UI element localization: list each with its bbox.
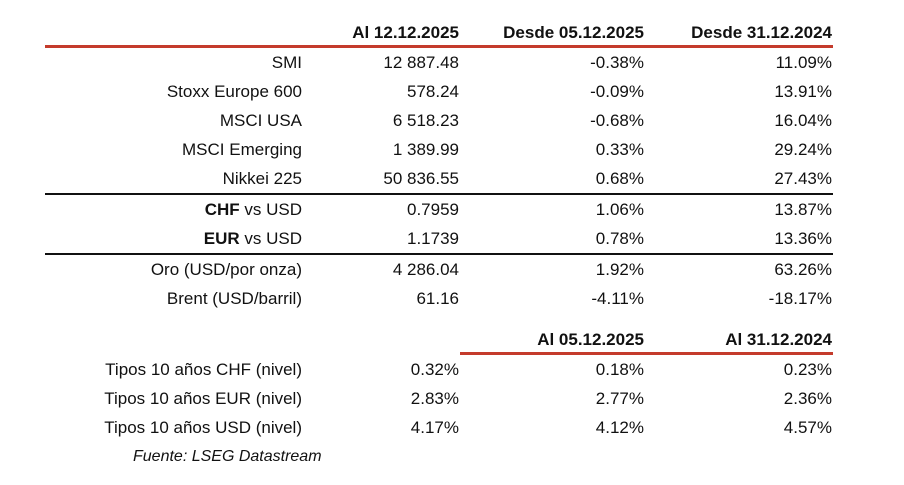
value-cell: 13.36%: [774, 228, 832, 248]
table-row: MSCI USA 6 518.23 -0.68% 16.04%: [45, 106, 833, 135]
row-label: Tipos 10 años CHF (nivel): [105, 359, 302, 379]
table-row: SMI 12 887.48 -0.38% 11.09%: [45, 48, 833, 77]
table-row: Tipos 10 años CHF (nivel) 0.32% 0.18% 0.23%: [45, 355, 833, 384]
table2-body: Tipos 10 años CHF (nivel) 0.32% 0.18% 0.23%…: [45, 355, 833, 442]
value-cell: 0.18%: [595, 359, 644, 379]
markets-table: Al 12.12.2025 Desde 05.12.2025 Desde 31.12…: [45, 20, 833, 466]
row-label-bold: EUR: [203, 228, 240, 248]
column-header: Desde 31.12.2024: [691, 22, 832, 42]
table1-body: SMI 12 887.48 -0.38% 11.09% Stoxx Europe 600…: [45, 48, 833, 313]
value-cell: 29.24%: [774, 139, 832, 159]
row-label: CHF vs USD: [204, 199, 302, 219]
column-header: Al 12.12.2025: [352, 22, 459, 42]
value-cell: 4.57%: [783, 417, 832, 437]
row-label: MSCI USA: [219, 110, 302, 130]
table-group-equity-indices: SMI 12 887.48 -0.38% 11.09% Stoxx Europe 600…: [45, 48, 833, 193]
value-cell: 4 286.04: [392, 259, 459, 279]
value-cell: 4.17%: [410, 417, 459, 437]
table-row: Brent (USD/barril) 61.16 -4.11% -18.17%: [45, 284, 833, 313]
row-label: Oro (USD/por onza): [150, 259, 302, 279]
value-cell: 0.7959: [407, 199, 459, 219]
row-label: Tipos 10 años USD (nivel): [104, 417, 302, 437]
table2-header-row: Al 05.12.2025 Al 31.12.2024: [45, 327, 833, 355]
value-cell: 0.23%: [783, 359, 832, 379]
value-cell: 13.87%: [774, 199, 832, 219]
row-label: Nikkei 225: [222, 168, 302, 188]
value-cell: -4.11%: [591, 288, 644, 308]
value-cell: 1.1739: [407, 228, 459, 248]
value-cell: 50 836.55: [383, 168, 459, 188]
table-row: Oro (USD/por onza) 4 286.04 1.92% 63.26%: [45, 255, 833, 284]
table-row: EUR vs USD 1.1739 0.78% 13.36%: [45, 224, 833, 253]
table-row: Stoxx Europe 600 578.24 -0.09% 13.91%: [45, 77, 833, 106]
value-cell: 578.24: [407, 81, 459, 101]
column-header: Al 05.12.2025: [460, 327, 645, 355]
row-label: MSCI Emerging: [182, 139, 302, 159]
column-header: Desde 05.12.2025: [503, 22, 644, 42]
value-cell: -18.17%: [768, 288, 832, 308]
value-cell: -0.38%: [590, 52, 644, 72]
value-cell: 63.26%: [774, 259, 832, 279]
value-cell: 1 389.99: [392, 139, 459, 159]
value-cell: 0.68%: [595, 168, 644, 188]
value-cell: 0.32%: [410, 359, 459, 379]
source-note: Fuente: LSEG Datastream: [133, 448, 322, 465]
value-cell: 0.33%: [595, 139, 644, 159]
row-label: Brent (USD/barril): [166, 288, 302, 308]
row-label-bold: CHF: [204, 199, 240, 219]
row-label: EUR vs USD: [203, 228, 302, 248]
value-cell: 27.43%: [774, 168, 832, 188]
table-row: CHF vs USD 0.7959 1.06% 13.87%: [45, 195, 833, 224]
row-label: Stoxx Europe 600: [166, 81, 302, 101]
value-cell: 2.36%: [783, 388, 832, 408]
row-label: SMI: [271, 52, 302, 72]
value-cell: 2.83%: [410, 388, 459, 408]
value-cell: 1.92%: [595, 259, 644, 279]
value-cell: -0.09%: [590, 81, 644, 101]
value-cell: 2.77%: [595, 388, 644, 408]
table-row: Nikkei 225 50 836.55 0.68% 27.43%: [45, 164, 833, 193]
table-group-currencies: CHF vs USD 0.7959 1.06% 13.87% EUR vs USD 1.1…: [45, 193, 833, 253]
value-cell: -0.68%: [590, 110, 644, 130]
value-cell: 4.12%: [595, 417, 644, 437]
value-cell: 6 518.23: [392, 110, 459, 130]
market-overview-document: Al 12.12.2025 Desde 05.12.2025 Desde 31.12…: [0, 20, 904, 485]
column-header: Al 31.12.2024: [645, 327, 833, 355]
value-cell: 0.78%: [595, 228, 644, 248]
value-cell: 13.91%: [774, 81, 832, 101]
value-cell: 16.04%: [774, 110, 832, 130]
value-cell: 1.06%: [595, 199, 644, 219]
table-row: Tipos 10 años EUR (nivel) 2.83% 2.77% 2.36%: [45, 384, 833, 413]
table1-header-row: Al 12.12.2025 Desde 05.12.2025 Desde 31.12…: [45, 20, 833, 48]
table-group-commodities: Oro (USD/por onza) 4 286.04 1.92% 63.26% Bre…: [45, 253, 833, 313]
value-cell: 61.16: [416, 288, 459, 308]
table-row: Tipos 10 años USD (nivel) 4.17% 4.12% 4.57%: [45, 413, 833, 442]
value-cell: 11.09%: [775, 52, 832, 72]
row-label: Tipos 10 años EUR (nivel): [104, 388, 302, 408]
table-row: MSCI Emerging 1 389.99 0.33% 29.24%: [45, 135, 833, 164]
value-cell: 12 887.48: [383, 52, 459, 72]
